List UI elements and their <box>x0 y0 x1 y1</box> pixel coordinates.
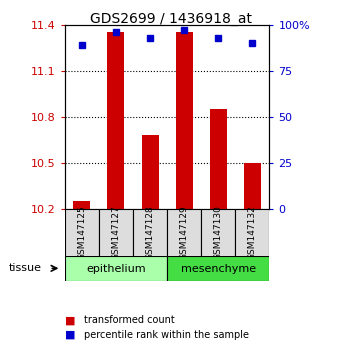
Text: transformed count: transformed count <box>84 315 174 325</box>
Text: GDS2699 / 1436918_at: GDS2699 / 1436918_at <box>89 12 252 27</box>
FancyBboxPatch shape <box>133 209 167 257</box>
FancyBboxPatch shape <box>201 209 235 257</box>
Text: percentile rank within the sample: percentile rank within the sample <box>84 330 249 339</box>
FancyBboxPatch shape <box>167 209 201 257</box>
Bar <box>73 201 90 209</box>
Text: GSM147125: GSM147125 <box>77 205 86 260</box>
Text: GSM147127: GSM147127 <box>112 205 120 260</box>
Text: tissue: tissue <box>9 263 42 273</box>
Bar <box>210 109 227 209</box>
FancyBboxPatch shape <box>65 256 167 281</box>
Text: GSM147128: GSM147128 <box>146 205 154 260</box>
Bar <box>176 33 193 209</box>
Bar <box>244 163 261 209</box>
Bar <box>107 33 124 209</box>
Text: ■: ■ <box>65 330 75 339</box>
Text: GSM147129: GSM147129 <box>180 205 189 260</box>
Bar <box>142 135 159 209</box>
Text: GSM147130: GSM147130 <box>214 205 223 260</box>
FancyBboxPatch shape <box>235 209 269 257</box>
FancyBboxPatch shape <box>167 256 269 281</box>
FancyBboxPatch shape <box>65 209 99 257</box>
Text: ■: ■ <box>65 315 75 325</box>
Text: mesenchyme: mesenchyme <box>181 264 256 274</box>
Text: epithelium: epithelium <box>86 264 146 274</box>
Text: GSM147132: GSM147132 <box>248 205 257 260</box>
FancyBboxPatch shape <box>99 209 133 257</box>
